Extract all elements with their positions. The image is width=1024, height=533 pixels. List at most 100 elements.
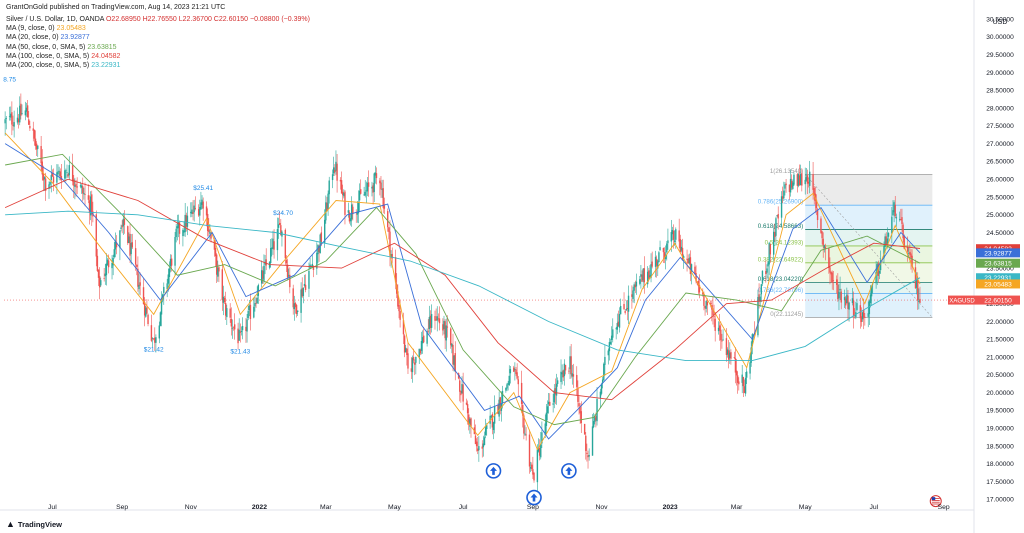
- candle-body: [618, 314, 621, 328]
- symbol-label: Silver / U.S. Dollar, 1D, OANDA: [6, 16, 105, 23]
- candle-body: [438, 318, 441, 324]
- candle-body: [607, 350, 609, 356]
- indicator-value: 23.92877: [60, 34, 90, 42]
- candle-body: [239, 331, 242, 333]
- candle-body: [856, 303, 858, 310]
- candle-body: [319, 234, 321, 254]
- price-tag-label: 23.63815: [984, 261, 1012, 268]
- symbol-row[interactable]: Silver / U.S. Dollar, 1D, OANDA O22.6895…: [6, 15, 310, 24]
- candle-body: [327, 193, 329, 209]
- candle-body: [429, 315, 432, 328]
- candle-body: [733, 357, 736, 358]
- candle-body: [185, 215, 187, 227]
- candle-body: [43, 177, 46, 180]
- candle-body: [556, 380, 559, 384]
- indicator-ma100[interactable]: MA (100, close, 0, SMA, 5) 24.04582: [6, 52, 310, 61]
- candle-body: [805, 177, 808, 181]
- candle-body: [861, 312, 864, 320]
- candle-body: [200, 202, 202, 210]
- candle-body: [352, 206, 354, 215]
- time-tick-label: 2023: [663, 504, 678, 511]
- candle-body: [128, 236, 130, 244]
- candle-body: [443, 320, 445, 329]
- candle-body: [35, 143, 38, 150]
- candle-body: [255, 302, 257, 304]
- time-tick-label: Jul: [48, 504, 57, 511]
- candle-body: [730, 352, 732, 359]
- candle-body: [11, 112, 13, 125]
- indicator-label: MA (9, close, 0): [6, 25, 55, 33]
- fib-level-label: 0.618(23.04220): [758, 276, 803, 283]
- candle-body: [233, 324, 236, 330]
- indicator-ma9[interactable]: MA (9, close, 0) 23.05483: [6, 24, 310, 33]
- event-marker-icon: [526, 489, 542, 506]
- tradingview-logo[interactable]: ▲ TradingView: [6, 519, 62, 529]
- candle-body: [285, 260, 288, 264]
- candle-body: [147, 314, 149, 325]
- candle-body: [174, 236, 176, 266]
- candle-body: [450, 328, 452, 346]
- candle-body: [246, 319, 248, 332]
- candle-body: [726, 349, 729, 355]
- candle-body: [721, 340, 723, 342]
- candle-body: [183, 230, 185, 233]
- fib-zone: [805, 229, 933, 246]
- candle-body: [277, 224, 280, 228]
- candle-body: [516, 372, 518, 379]
- candle-body: [784, 184, 786, 189]
- candle-body: [66, 172, 68, 174]
- candle-body: [594, 417, 596, 422]
- candle-body: [570, 356, 572, 375]
- price-tag-label: 23.92877: [984, 250, 1012, 257]
- candle-body: [210, 234, 212, 239]
- tradingview-icon: ▲: [6, 519, 15, 529]
- candle-body: [254, 303, 256, 307]
- candle-body: [325, 202, 327, 221]
- candle-body: [852, 300, 855, 317]
- candle-body: [273, 241, 275, 250]
- candle-body: [829, 267, 831, 273]
- price-tag-label: 23.05483: [984, 281, 1012, 288]
- candle-body: [348, 212, 351, 222]
- candle-body: [214, 247, 217, 257]
- candle-body: [122, 218, 124, 227]
- candle-body: [356, 212, 359, 215]
- candle-body: [166, 283, 168, 290]
- candle-body: [867, 313, 869, 317]
- candle-body: [586, 452, 588, 454]
- candle-body: [357, 202, 360, 214]
- event-marker-icon: [485, 463, 502, 479]
- candle-body: [414, 362, 416, 365]
- candle-body: [201, 199, 203, 205]
- candle-body: [807, 181, 810, 184]
- price-tick-label: 17.50000: [986, 479, 1014, 486]
- candle-body: [229, 308, 231, 318]
- candle-body: [623, 303, 625, 310]
- candle-body: [372, 185, 374, 193]
- indicator-ma200[interactable]: MA (200, close, 0, SMA, 5) 23.22931: [6, 61, 310, 70]
- candle-body: [84, 194, 86, 195]
- candle-body: [532, 469, 534, 475]
- indicator-label: MA (50, close, 0, SMA, 5): [6, 43, 86, 51]
- candle-body: [16, 117, 19, 123]
- candle-body: [891, 216, 893, 234]
- indicator-ma20[interactable]: MA (20, close, 0) 23.92877: [6, 33, 310, 42]
- candle-body: [492, 422, 495, 431]
- candle-body: [230, 318, 233, 327]
- candle-body: [129, 233, 131, 256]
- candle-body: [428, 317, 431, 329]
- indicator-ma50[interactable]: MA (50, close, 0, SMA, 5) 23.63815: [6, 43, 310, 52]
- price-annotation: $25.41: [193, 185, 213, 192]
- candle-body: [146, 307, 148, 314]
- candle-body: [286, 264, 289, 278]
- candle-body: [407, 353, 409, 369]
- candle-body: [52, 176, 55, 183]
- candle-body: [626, 307, 629, 310]
- fib-zone: [805, 205, 933, 230]
- candle-body: [831, 272, 833, 283]
- candle-body: [864, 316, 866, 318]
- candle-body: [809, 171, 811, 186]
- candle-body: [671, 230, 674, 235]
- candle-body: [32, 128, 34, 131]
